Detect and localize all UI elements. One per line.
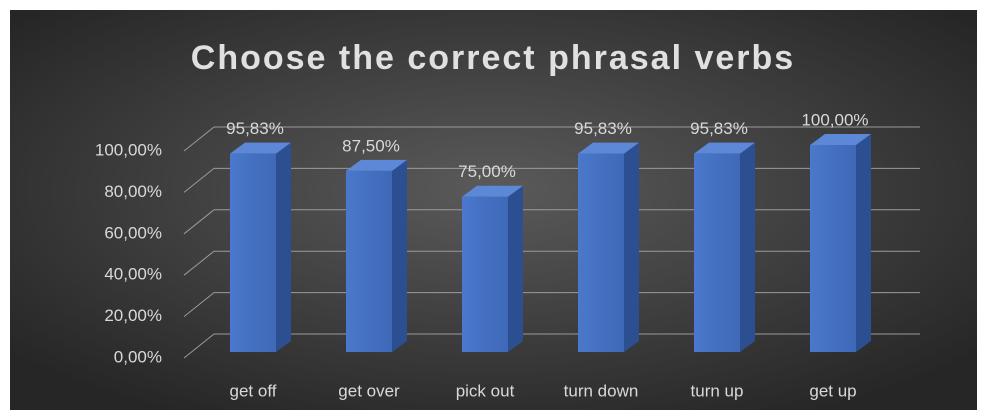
value-label: 100,00% (801, 110, 868, 129)
y-tick-label: 80,00% (104, 182, 162, 201)
bar-side (740, 142, 755, 352)
bar-front (346, 170, 392, 352)
bar (810, 134, 871, 352)
grid-line (183, 292, 920, 317)
bar-front (694, 153, 740, 352)
value-label: 75,00% (458, 162, 516, 181)
grid-line-side (183, 126, 215, 152)
x-tick-label: get up (809, 381, 856, 400)
value-label: 95,83% (226, 119, 284, 138)
x-tick-label: turn down (564, 381, 639, 400)
grid-line (183, 209, 920, 235)
bar-top (694, 142, 755, 154)
bar (694, 142, 755, 352)
bar-front (810, 145, 856, 352)
grid-line-side (183, 209, 215, 235)
bar-side (276, 142, 291, 352)
grid-line (183, 250, 920, 276)
bar-top (230, 142, 291, 154)
bar (230, 142, 291, 352)
bar-front (230, 153, 276, 352)
grid-line-side (183, 168, 215, 193)
x-tick-label: turn up (691, 381, 744, 400)
bar-top (346, 159, 407, 171)
y-tick-label: 40,00% (104, 265, 162, 284)
bar-front (462, 196, 508, 352)
bar-front (578, 153, 624, 352)
y-tick-label: 60,00% (104, 223, 162, 242)
grid-line (183, 126, 920, 152)
bar-top (810, 134, 871, 145)
grid-line (183, 167, 920, 193)
bar (578, 142, 639, 352)
bar-side (856, 134, 871, 352)
grid-line (183, 333, 920, 359)
bar-top (578, 142, 639, 154)
grid-line-side (183, 292, 215, 317)
bar-side (508, 185, 523, 352)
bar (346, 159, 407, 352)
y-tick-label: 20,00% (104, 306, 162, 325)
value-label: 87,50% (342, 136, 400, 155)
grid-line-side (183, 333, 215, 359)
y-tick-label: 0,00% (114, 347, 162, 366)
x-tick-label: pick out (456, 381, 515, 400)
grid-line-side (183, 250, 215, 276)
bar-side (624, 142, 639, 352)
value-label: 95,83% (574, 119, 632, 138)
y-tick-label: 100,00% (95, 140, 162, 159)
bar-top (462, 185, 523, 197)
bar-side (392, 159, 407, 352)
value-label: 95,83% (690, 119, 748, 138)
x-tick-label: get over (338, 381, 400, 400)
x-tick-label: get off (230, 381, 277, 400)
bar (462, 185, 523, 352)
chart-title: Choose the correct phrasal verbs (191, 39, 795, 77)
